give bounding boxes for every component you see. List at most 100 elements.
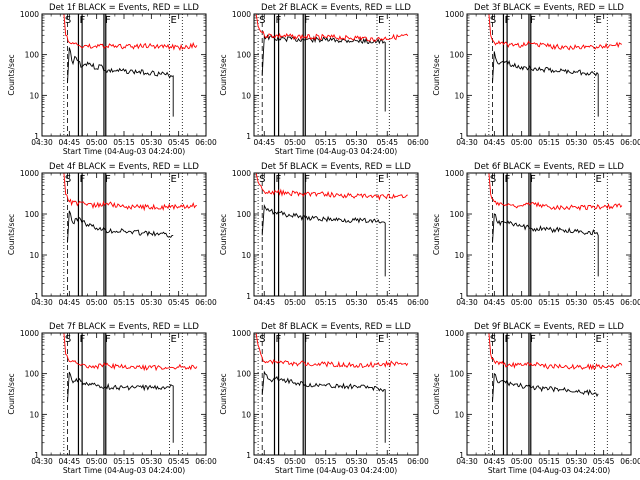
chart-title: Det 7f BLACK = Events, RED = LLD (49, 322, 199, 332)
x-tick-label: 05:15 (538, 298, 560, 307)
x-tick-label: 05:30 (566, 457, 588, 466)
event-flag-label: S (259, 174, 265, 185)
events-series-line (261, 370, 386, 443)
x-tick-label: 05:30 (346, 138, 368, 147)
chart-panel-9: Det 9f BLACK = Events, RED = LLD Counts/s… (432, 322, 640, 475)
x-tick-label: 05:00 (86, 457, 108, 466)
y-tick-label: 10 (29, 91, 39, 100)
plot-frame (466, 172, 632, 297)
chart-panel-2: Det 2f BLACK = Events, RED = LLD Counts/s… (219, 3, 429, 156)
events-series-line (492, 51, 599, 117)
x-tick-label: 05:15 (315, 298, 337, 307)
lld-series-line (63, 14, 198, 52)
y-tick-label: 1 (459, 132, 464, 141)
chart-title: Det 8f BLACK = Events, RED = LLD (261, 322, 411, 332)
y-axis-label: Counts/sec (7, 373, 16, 414)
x-tick-label: 05:45 (376, 457, 398, 466)
x-tick-label: 05:30 (141, 298, 163, 307)
y-axis-label: Counts/sec (7, 214, 16, 255)
y-tick-label: 10 (29, 410, 39, 419)
chart-panel-5: Det 5f BLACK = Events, RED = LLD Counts/s… (219, 162, 429, 307)
event-flag-label: E (171, 174, 177, 185)
x-tick-label: 05:00 (86, 138, 108, 147)
y-tick-label: 10 (454, 251, 464, 260)
x-tick-label: 04:45 (484, 138, 506, 147)
x-tick-label: 04:45 (253, 138, 275, 147)
x-tick-label: 04:45 (484, 457, 506, 466)
plot-frame (41, 172, 207, 297)
plot-frame (466, 332, 632, 456)
chart-panel-1: Det 1f BLACK = Events, RED = LLD Counts/s… (7, 3, 217, 156)
x-axis-label: Start Time (04-Aug-03 04:24:00) (63, 147, 185, 156)
x-tick-label: 05:00 (284, 457, 306, 466)
x-tick-label: 05:30 (566, 298, 588, 307)
x-tick-label: 05:45 (593, 298, 615, 307)
x-tick-label: 05:45 (376, 138, 398, 147)
x-tick-label: 05:00 (511, 298, 533, 307)
plot-frame (41, 13, 207, 137)
event-flag-label: S (259, 334, 265, 345)
y-tick-label: 10 (241, 251, 251, 260)
x-tick-label: 05:30 (346, 457, 368, 466)
x-tick-label: 04:30 (31, 138, 53, 147)
y-tick-label: 100 (237, 51, 252, 60)
x-tick-label: 05:45 (593, 138, 615, 147)
x-tick-label: 05:15 (113, 138, 135, 147)
y-tick-label: 1 (34, 451, 39, 460)
chart-panel-6: Det 6f BLACK = Events, RED = LLD Counts/s… (432, 162, 640, 307)
y-tick-label: 100 (25, 51, 40, 60)
y-tick-label: 100 (450, 51, 465, 60)
lld-series-line (255, 173, 408, 201)
y-axis-label: Counts/sec (219, 54, 228, 95)
x-tick-label: 05:30 (566, 138, 588, 147)
events-series-line (67, 47, 174, 117)
chart-panel-8: Det 8f BLACK = Events, RED = LLD Counts/s… (219, 322, 429, 475)
lld-series-line (63, 333, 198, 372)
chart-panel-3: Det 3f BLACK = Events, RED = LLD Counts/s… (432, 3, 640, 147)
y-tick-label: 10 (241, 410, 251, 419)
lld-series-line (255, 333, 409, 368)
event-flag-label: E (596, 334, 602, 345)
y-tick-label: 10 (454, 410, 464, 419)
x-tick-label: 05:30 (346, 298, 368, 307)
event-flag-label: E (171, 334, 177, 345)
chart-title: Det 3f BLACK = Events, RED = LLD (474, 3, 624, 13)
plot-frame (41, 332, 207, 456)
y-tick-label: 10 (241, 91, 251, 100)
x-tick-label: 05:00 (284, 138, 306, 147)
x-tick-label: 05:15 (113, 457, 135, 466)
x-tick-label: 04:30 (456, 138, 478, 147)
plot-frame (253, 332, 419, 456)
event-flag-label: F (304, 334, 310, 345)
event-flag-label: E (171, 15, 177, 26)
x-tick-label: 06:00 (407, 138, 429, 147)
y-tick-label: 100 (450, 370, 465, 379)
y-axis-label: Counts/sec (432, 54, 441, 95)
y-tick-label: 1 (459, 451, 464, 460)
y-tick-label: 1 (459, 292, 464, 301)
x-tick-label: 05:15 (113, 298, 135, 307)
chart-title: Det 4f BLACK = Events, RED = LLD (49, 162, 199, 172)
chart-title: Det 9f BLACK = Events, RED = LLD (474, 322, 624, 332)
x-tick-label: 05:00 (511, 138, 533, 147)
x-axis-label: Start Time (04-Aug-03 04:24:00) (275, 147, 397, 156)
events-series-line (67, 371, 174, 443)
y-tick-label: 1000 (445, 329, 464, 338)
x-tick-label: 05:45 (168, 457, 190, 466)
x-tick-label: 06:00 (620, 138, 640, 147)
y-tick-label: 1000 (20, 10, 39, 19)
x-axis-label: Start Time (04-Aug-03 04:24:00) (63, 466, 185, 475)
event-flag-label: F (530, 15, 536, 26)
y-tick-label: 1000 (20, 169, 39, 178)
event-flag-label: F (105, 174, 111, 185)
event-flag-label: S (65, 174, 71, 185)
event-flag-label: S (65, 334, 71, 345)
y-axis-label: Counts/sec (432, 214, 441, 255)
x-tick-label: 06:00 (195, 138, 217, 147)
x-tick-label: 05:45 (168, 138, 190, 147)
lld-series-line (488, 173, 623, 212)
event-flag-label: S (490, 15, 496, 26)
chart-title: Det 1f BLACK = Events, RED = LLD (49, 3, 199, 13)
y-tick-label: 1 (34, 292, 39, 301)
y-tick-label: 100 (237, 210, 252, 219)
